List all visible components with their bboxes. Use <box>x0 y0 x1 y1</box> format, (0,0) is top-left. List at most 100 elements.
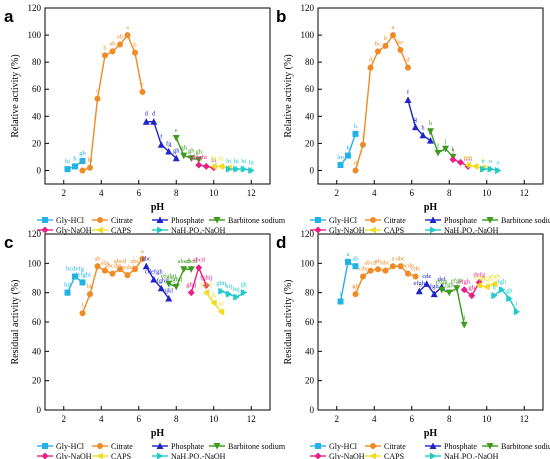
data-point <box>337 298 344 305</box>
data-point <box>64 289 71 296</box>
significance-label: n <box>481 157 485 164</box>
data-point <box>464 161 471 169</box>
y-tick-label: 80 <box>305 57 315 67</box>
legend-entry: CAPS <box>111 452 131 459</box>
significance-label: fgh <box>430 283 439 290</box>
series: egh gh gh <box>172 127 203 164</box>
legend-entry: CAPS <box>111 226 131 235</box>
y-tick-label: 60 <box>32 84 42 94</box>
legend-marker <box>315 443 321 449</box>
data-point <box>460 321 468 329</box>
data-point <box>157 141 165 148</box>
data-point <box>172 154 180 162</box>
legend-marker <box>370 217 376 223</box>
data-point <box>79 279 86 286</box>
y-tick-label: 40 <box>305 111 315 121</box>
legend: Gly-HCl Citrate Phosphate Barbitone sodium G… <box>310 216 550 235</box>
y-axis-label: Relative activity (%) <box>10 54 21 137</box>
legend-entry: Citrate <box>111 442 133 451</box>
data-point <box>117 266 123 273</box>
significance-label: f <box>160 134 163 141</box>
significance-label: mn <box>464 154 473 161</box>
y-tick-label: 120 <box>28 229 42 239</box>
legend-marker <box>42 217 48 223</box>
data-point <box>498 286 506 294</box>
data-point <box>457 158 464 166</box>
data-point <box>132 266 138 273</box>
significance-label: l <box>452 149 454 156</box>
series-line <box>407 99 431 142</box>
significance-label: hi <box>226 158 231 165</box>
data-point <box>142 262 150 270</box>
significance-label: hij <box>233 286 240 293</box>
data-point <box>390 263 396 270</box>
series-line <box>145 265 170 299</box>
x-tick-label: 2 <box>335 188 340 198</box>
significance-label: bcde <box>402 263 414 270</box>
series: i aab <box>337 251 359 305</box>
significance-label: ab <box>117 34 123 41</box>
data-point <box>225 290 233 298</box>
data-point <box>79 310 86 317</box>
x-tick-label: 2 <box>62 414 67 424</box>
legend-entry: CAPS <box>384 226 404 235</box>
legend-entry: Phosphate <box>171 216 204 225</box>
data-point <box>124 32 131 39</box>
legend-marker <box>42 443 48 449</box>
legend-entry: NaH₂PO₄-NaOH <box>444 226 499 235</box>
data-point <box>430 290 438 298</box>
legend-entry: Gly-HCl <box>56 216 85 225</box>
data-point <box>352 263 359 270</box>
significance-label: hi <box>211 155 216 162</box>
x-axis-label: pH <box>424 202 438 213</box>
data-point <box>453 285 461 292</box>
data-point <box>87 291 93 298</box>
series: lmk h <box>337 123 359 169</box>
significance-label: abc <box>130 258 139 265</box>
significance-label: c <box>96 88 99 95</box>
data-point <box>233 293 240 301</box>
y-tick-label: 100 <box>301 258 315 268</box>
data-point <box>487 165 494 173</box>
data-point <box>150 275 158 283</box>
data-point <box>382 42 389 49</box>
x-tick-label: 6 <box>410 188 415 198</box>
data-point <box>468 292 476 300</box>
significance-label: n <box>481 158 485 165</box>
series-line <box>168 268 192 288</box>
x-tick-label: 4 <box>99 188 104 198</box>
y-tick-label: 40 <box>32 346 42 356</box>
data-point <box>415 287 423 295</box>
legend-entry: NaH₂PO₄-NaOH <box>171 452 226 459</box>
data-point <box>202 281 210 289</box>
y-tick-label: 60 <box>32 317 42 327</box>
y-tick-label: 40 <box>32 111 42 121</box>
data-point <box>405 64 411 71</box>
significance-label: j <box>444 138 447 145</box>
significance-label: abc <box>381 260 390 267</box>
legend-marker <box>96 452 103 459</box>
significance-label: efgh <box>458 279 470 286</box>
legend-entry: NaH₂PO₄-NaOH <box>444 452 499 459</box>
y-tick-label: 80 <box>32 57 42 67</box>
x-axis-label: pH <box>151 428 165 439</box>
data-point <box>367 267 374 274</box>
data-point <box>139 255 146 262</box>
data-point <box>360 141 366 148</box>
x-tick-label: 10 <box>482 188 492 198</box>
significance-label: b <box>103 44 106 51</box>
data-point <box>109 48 116 55</box>
significance-label: ijk <box>240 282 248 289</box>
significance-label: n <box>496 159 500 166</box>
x-tick-label: 8 <box>174 188 179 198</box>
legend-marker <box>314 226 322 234</box>
significance-label: a <box>347 251 350 258</box>
significance-label: ab <box>94 255 100 262</box>
significance-label: hi <box>241 158 246 165</box>
data-point <box>72 163 78 170</box>
significance-label: h <box>354 123 358 130</box>
